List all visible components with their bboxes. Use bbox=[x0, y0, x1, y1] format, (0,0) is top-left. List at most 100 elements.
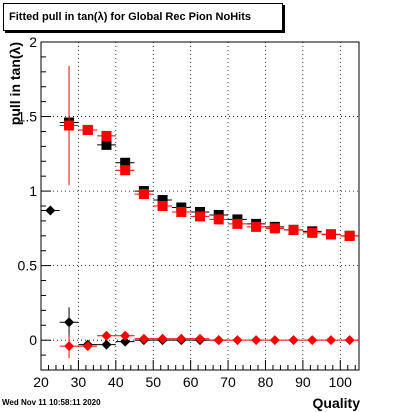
data-point-square bbox=[115, 157, 135, 168]
diamond-marker bbox=[82, 341, 93, 352]
diamond-marker bbox=[45, 205, 56, 216]
square-marker bbox=[176, 206, 187, 217]
diamond-marker bbox=[269, 335, 280, 346]
timestamp: Wed Nov 11 10:58:11 2020 bbox=[2, 398, 101, 407]
diamond-marker bbox=[251, 335, 262, 346]
x-tick-label: 70 bbox=[220, 374, 236, 390]
diamond-marker bbox=[64, 317, 75, 328]
diamond-marker bbox=[64, 341, 75, 352]
data-point-diamond bbox=[171, 333, 191, 344]
y-tick-label: 0 bbox=[29, 332, 37, 348]
square-marker bbox=[307, 227, 318, 238]
data-point-diamond bbox=[265, 335, 285, 346]
square-marker bbox=[251, 221, 262, 232]
grid bbox=[41, 42, 359, 370]
data-point-square bbox=[134, 189, 154, 200]
y-tick-label: 2 bbox=[29, 34, 37, 50]
square-marker bbox=[157, 201, 168, 211]
data-point-diamond bbox=[115, 336, 135, 347]
data-point-square bbox=[302, 227, 322, 238]
data-point-square bbox=[265, 223, 285, 234]
square-marker bbox=[120, 165, 131, 176]
diamond-marker bbox=[307, 335, 318, 346]
square-marker bbox=[288, 224, 299, 235]
data-point-square bbox=[209, 214, 229, 225]
square-marker bbox=[269, 223, 280, 234]
diamond-marker bbox=[138, 333, 149, 344]
diamond-marker bbox=[325, 335, 336, 346]
data-point-diamond bbox=[78, 341, 98, 352]
square-marker bbox=[232, 218, 243, 229]
data-point-diamond bbox=[115, 330, 135, 341]
data-point-square bbox=[59, 65, 79, 186]
data-point-diamond bbox=[97, 339, 116, 350]
diamond-marker bbox=[195, 333, 205, 344]
x-tick-label: 100 bbox=[329, 374, 353, 390]
square-marker bbox=[213, 214, 224, 225]
data-point-square bbox=[284, 224, 303, 235]
square-marker bbox=[82, 124, 93, 135]
data-point-diamond bbox=[302, 335, 322, 346]
series-4 bbox=[59, 330, 359, 359]
data-point-diamond bbox=[228, 335, 247, 346]
x-axis-label: Quality bbox=[313, 395, 361, 411]
data-point-diamond bbox=[190, 333, 210, 344]
square-marker bbox=[64, 120, 75, 131]
x-tick-label: 30 bbox=[71, 374, 87, 390]
square-marker bbox=[325, 229, 336, 240]
diamond-marker bbox=[213, 335, 224, 346]
data-point-diamond bbox=[59, 307, 79, 338]
square-marker bbox=[157, 195, 168, 206]
diamond-marker bbox=[101, 330, 112, 341]
x-tick-label: 50 bbox=[145, 374, 161, 390]
y-axis-label: pull in tan(λ) bbox=[7, 42, 23, 125]
diamond-marker bbox=[288, 335, 299, 346]
diamond-marker bbox=[176, 333, 187, 344]
data-point-diamond bbox=[340, 335, 359, 346]
square-marker bbox=[138, 189, 149, 200]
square-marker bbox=[195, 211, 205, 222]
data-point-square bbox=[190, 211, 210, 222]
data-point-square bbox=[228, 218, 247, 229]
series-2 bbox=[59, 65, 359, 241]
data-point-diamond bbox=[59, 334, 79, 359]
plot-frame bbox=[40, 41, 360, 371]
data-point-square bbox=[97, 130, 116, 141]
y-tick-label: 0.5 bbox=[18, 258, 38, 274]
diamond-marker bbox=[232, 335, 243, 346]
x-tick-label: 60 bbox=[183, 374, 199, 390]
y-tick-label: 1.5 bbox=[18, 109, 38, 125]
data-point-diamond bbox=[209, 335, 229, 346]
square-marker bbox=[101, 130, 112, 141]
data-point-square bbox=[115, 165, 135, 176]
data-point-diamond bbox=[97, 330, 116, 341]
axes: 20 30 40 50 60 70 80 90 100 0 0.5 1 1.5 2 bbox=[18, 34, 360, 390]
diamond-marker bbox=[157, 333, 168, 344]
square-marker bbox=[344, 230, 355, 241]
title-box: Fitted pull in tan(λ) for Global Rec Pio… bbox=[3, 3, 283, 31]
data-point-square bbox=[153, 195, 172, 206]
data-point-diamond bbox=[246, 335, 266, 346]
x-tick-label: 80 bbox=[258, 374, 274, 390]
data-point-square bbox=[321, 229, 341, 240]
y-tick-label: 1 bbox=[29, 183, 37, 199]
diamond-marker bbox=[101, 339, 112, 350]
data-point-square bbox=[340, 230, 359, 241]
diamond-marker bbox=[120, 336, 131, 347]
square-marker bbox=[120, 157, 131, 168]
data-marks bbox=[41, 65, 359, 359]
data-point-square bbox=[78, 124, 98, 135]
diamond-marker bbox=[344, 335, 355, 346]
data-point-diamond bbox=[41, 205, 60, 216]
data-point-diamond bbox=[153, 333, 172, 344]
data-point-square bbox=[171, 206, 191, 217]
x-tick-label: 40 bbox=[108, 374, 124, 390]
data-point-diamond bbox=[284, 335, 303, 346]
data-point-diamond bbox=[321, 335, 341, 346]
x-tick-label: 90 bbox=[295, 374, 311, 390]
square-marker bbox=[101, 139, 112, 150]
data-point-diamond bbox=[134, 333, 154, 344]
diamond-marker bbox=[120, 330, 131, 341]
data-point-square bbox=[246, 221, 266, 232]
series-3 bbox=[41, 205, 229, 350]
